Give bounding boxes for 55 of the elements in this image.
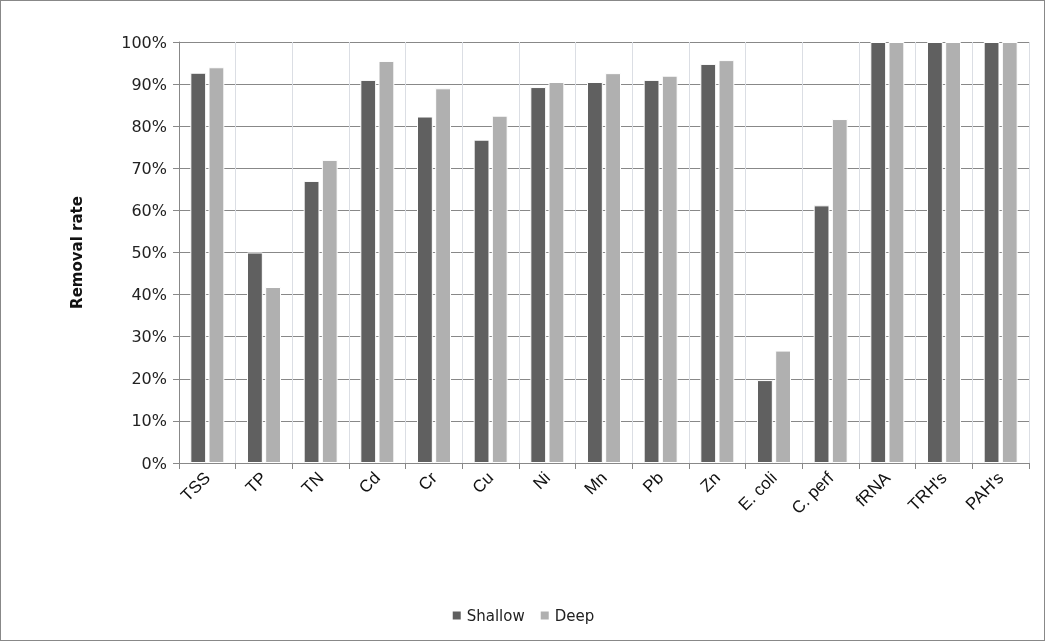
bar: [378, 60, 395, 463]
y-tick-label: 10%: [131, 411, 167, 431]
y-tick-label: 100%: [121, 32, 167, 52]
y-tick-label: 40%: [131, 285, 167, 305]
bar: [473, 139, 490, 463]
legend-label: Deep: [554, 606, 595, 625]
x-tick-label: Zn: [696, 468, 725, 496]
x-tick-label: Pb: [639, 468, 668, 497]
bar: [265, 287, 281, 463]
y-tick-label: 0%: [141, 453, 167, 473]
y-tick-label: 20%: [131, 369, 167, 389]
y-tick-label: 60%: [131, 200, 167, 220]
bar: [303, 180, 320, 463]
bar: [700, 63, 717, 463]
bar: [247, 252, 263, 463]
bar: [208, 67, 225, 463]
bar: [888, 42, 905, 463]
y-tick-label: 80%: [131, 116, 167, 136]
bar: [927, 42, 943, 463]
bar: [417, 116, 433, 463]
bar: [321, 159, 338, 463]
bar: [643, 79, 660, 463]
bar: [435, 88, 451, 463]
bar: [587, 82, 603, 463]
bar: [813, 205, 830, 463]
x-tick-label: TN: [297, 468, 328, 498]
bar: [757, 380, 773, 463]
bar: [983, 42, 1000, 463]
y-tick-label: 50%: [131, 243, 167, 262]
legend-label: Shallow: [466, 606, 525, 625]
x-tick-label: Cu: [468, 468, 498, 498]
x-tick-label: TSS: [177, 468, 215, 506]
y-tick-label: 70%: [131, 158, 167, 178]
bar: [491, 115, 508, 463]
bar: [360, 79, 377, 463]
bar: [661, 75, 678, 463]
bar: [1001, 42, 1018, 463]
y-axis-title: Removal rate: [67, 196, 86, 309]
bar: [775, 350, 791, 463]
bar: [548, 82, 565, 463]
x-tick-label: TP: [241, 468, 271, 498]
bar: [530, 87, 547, 463]
y-tick-label: 30%: [131, 327, 167, 347]
x-tick-label: Cd: [355, 468, 385, 498]
x-tick-label: Ni: [529, 468, 555, 494]
bar: [831, 119, 848, 463]
bar: [870, 42, 887, 463]
bar: [190, 72, 207, 463]
x-tick-label: E. coli: [734, 468, 781, 515]
bar: [605, 73, 621, 463]
x-tick-label: Cr: [414, 468, 441, 495]
bar: [718, 60, 735, 463]
y-tick-label: 90%: [131, 74, 167, 94]
bar: [945, 42, 961, 463]
x-tick-label: Mn: [580, 468, 611, 499]
